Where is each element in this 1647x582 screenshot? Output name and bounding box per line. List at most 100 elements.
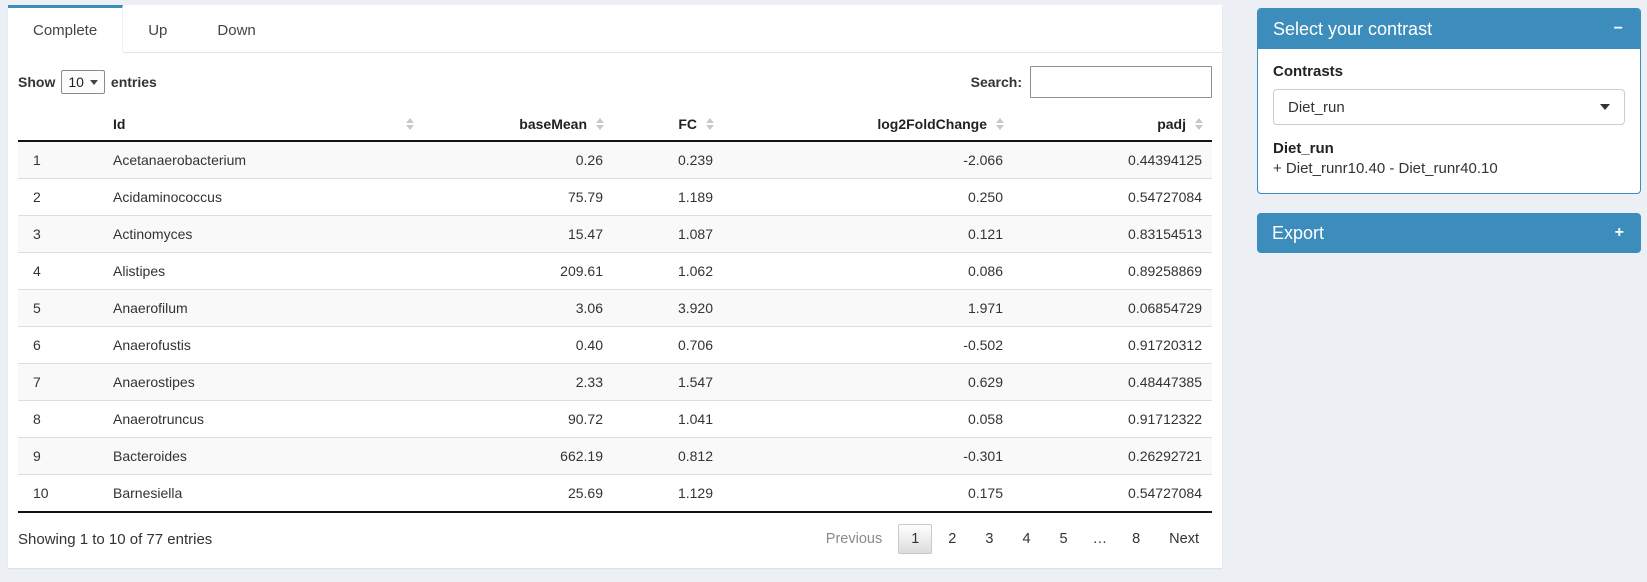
- table-row: 4 Alistipes 209.61 1.062 0.086 0.89258869: [18, 252, 1212, 290]
- log2foldchange-cell: 0.250: [723, 178, 1013, 216]
- column-header-Id[interactable]: Id: [103, 108, 423, 142]
- column-label: FC: [678, 116, 697, 132]
- id-cell: Alistipes: [103, 252, 423, 290]
- pagination: Previous 1 2 3 4 5 … 8 Next: [810, 524, 1212, 554]
- tab-complete[interactable]: Complete: [8, 5, 124, 53]
- search-input[interactable]: [1030, 66, 1212, 98]
- row-index: 10: [33, 485, 49, 501]
- entries-label: entries: [110, 74, 157, 90]
- search-label: Search:: [970, 74, 1022, 90]
- page-length-select[interactable]: 10: [61, 70, 105, 94]
- column-label: padj: [1157, 116, 1186, 132]
- id-cell: Acidaminococcus: [103, 178, 423, 216]
- table-footer: Showing 1 to 10 of 77 entries Previous 1 2…: [8, 513, 1222, 565]
- results-table: Id baseMean FC log2FoldChange padj 1 Acetanae…: [18, 108, 1212, 513]
- page-button-3[interactable]: 3: [985, 531, 994, 547]
- fc-cell: 3.920: [613, 289, 723, 327]
- column-header-baseMean[interactable]: baseMean: [423, 108, 613, 142]
- row-index: 1: [18, 141, 103, 179]
- page-button-8[interactable]: 8: [1132, 531, 1141, 547]
- id-cell: Anaerofustis: [103, 326, 423, 364]
- basemean-cell: 209.61: [423, 252, 613, 290]
- log2foldchange-cell: 0.086: [723, 252, 1013, 290]
- fc-cell: 1.062: [613, 252, 723, 290]
- collapse-minus-icon[interactable]: −: [1613, 20, 1623, 37]
- padj-cell: 0.48447385: [1013, 363, 1212, 401]
- contrast-select-value: Diet_run: [1288, 98, 1345, 116]
- expand-plus-icon[interactable]: +: [1614, 224, 1624, 241]
- padj-cell: 0.54727084: [1013, 178, 1212, 216]
- fc-cell: 1.129: [677, 485, 713, 501]
- column-header-padj[interactable]: padj: [1013, 108, 1212, 142]
- contrasts-label: Contrasts: [1273, 63, 1344, 80]
- padj-cell: 0.91712322: [1013, 400, 1212, 438]
- padj-cell: 0.89258869: [1013, 252, 1212, 290]
- id-cell: Anaerofilum: [103, 289, 423, 327]
- table-row: 10 Barnesiella 25.69 1.129 0.175 0.54727084: [18, 475, 1212, 513]
- log2foldchange-cell: 1.971: [723, 289, 1013, 327]
- column-label: Id: [113, 116, 126, 132]
- chevron-down-icon: [1600, 104, 1610, 110]
- page-button-1[interactable]: 1: [898, 524, 933, 554]
- search-control: Search:: [971, 66, 1212, 98]
- table-controls: Show 10 entries Search:: [8, 53, 1222, 108]
- table-info: Showing 1 to 10 of 77 entries: [18, 530, 213, 548]
- id-cell: Anaerostipes: [103, 363, 423, 401]
- fc-cell: 1.041: [613, 400, 723, 438]
- log2foldchange-cell: 0.121: [723, 215, 1013, 253]
- fc-cell: 1.087: [613, 215, 723, 253]
- row-index: 5: [18, 289, 103, 327]
- row-index: 2: [18, 178, 103, 216]
- contrast-panel: Select your contrast − Contrasts Diet_ru…: [1257, 8, 1641, 194]
- page-button-2[interactable]: 2: [948, 531, 957, 547]
- id-cell: Anaerotruncus: [103, 400, 423, 438]
- contrast-select[interactable]: Diet_run: [1273, 89, 1625, 125]
- contrast-formula: + Diet_runr10.40 - Diet_runr40.10: [1273, 160, 1498, 177]
- contrast-name: Diet_run: [1273, 140, 1334, 157]
- page-button-4[interactable]: 4: [1022, 531, 1031, 547]
- table-row: 2 Acidaminococcus 75.79 1.189 0.250 0.5472708…: [18, 178, 1212, 216]
- table-row: 9 Bacteroides 662.19 0.812 -0.301 0.26292721: [18, 437, 1212, 475]
- page-button-next[interactable]: Next: [1169, 531, 1199, 547]
- column-header-FC[interactable]: FC: [613, 108, 723, 142]
- basemean-cell: 662.19: [423, 437, 613, 475]
- page-button-5[interactable]: 5: [1059, 531, 1068, 547]
- basemean-cell: 0.40: [423, 326, 613, 364]
- padj-cell: 0.26292721: [1013, 437, 1212, 475]
- contrast-panel-body: Contrasts Diet_run Diet_run + Diet_runr1…: [1258, 49, 1640, 193]
- log2foldchange-cell: -2.066: [723, 141, 1013, 179]
- table-row: 1 Acetanaerobacterium 0.26 0.239 -2.066 0.443…: [18, 141, 1212, 179]
- basemean-cell: 25.69: [567, 485, 603, 501]
- basemean-cell: 3.06: [423, 289, 613, 327]
- column-label: log2FoldChange: [877, 116, 987, 132]
- row-index: 9: [18, 437, 103, 475]
- tab-bar: Complete Up Down: [8, 5, 1222, 53]
- row-index: 7: [18, 363, 103, 401]
- tab-down[interactable]: Down: [217, 21, 256, 39]
- row-index: 3: [18, 215, 103, 253]
- padj-cell: 0.44394125: [1013, 141, 1212, 179]
- sort-arrows-icon: [406, 118, 414, 130]
- export-panel: Export +: [1257, 213, 1641, 253]
- basemean-cell: 90.72: [423, 400, 613, 438]
- fc-cell: 1.189: [613, 178, 723, 216]
- page-button-…: …: [1092, 531, 1108, 547]
- page-button-previous[interactable]: Previous: [825, 531, 883, 547]
- show-label: Show: [18, 74, 56, 90]
- page-length-value: 10: [68, 74, 84, 90]
- log2foldchange-cell: 0.058: [723, 400, 1013, 438]
- padj-cell: 0.54727084: [1128, 485, 1202, 501]
- padj-cell: 0.83154513: [1013, 215, 1212, 253]
- log2foldchange-cell: 0.629: [723, 363, 1013, 401]
- basemean-cell: 2.33: [423, 363, 613, 401]
- column-header-log2FoldChange[interactable]: log2FoldChange: [723, 108, 1013, 142]
- contrast-panel-header: Select your contrast −: [1258, 9, 1640, 49]
- basemean-cell: 15.47: [423, 215, 613, 253]
- log2foldchange-cell: -0.301: [723, 437, 1013, 475]
- chevron-down-icon: [89, 79, 98, 85]
- id-cell: Acetanaerobacterium: [103, 141, 423, 179]
- log2foldchange-cell: 0.175: [967, 485, 1003, 501]
- tab-up[interactable]: Up: [148, 21, 168, 39]
- results-panel: Complete Up Down Show 10 entries Search: I…: [8, 5, 1222, 568]
- padj-cell: 0.06854729: [1013, 289, 1212, 327]
